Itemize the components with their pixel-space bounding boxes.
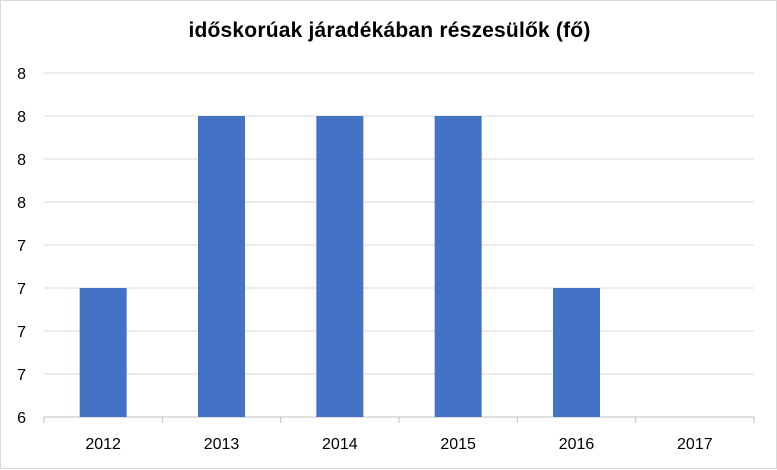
y-tick-label: 7 xyxy=(17,324,26,341)
chart-title: időskorúak járadékában részesülők (fő) xyxy=(188,19,591,42)
y-tick-label: 6 xyxy=(17,410,26,427)
bar-2012 xyxy=(79,288,127,417)
bar-2014 xyxy=(316,116,364,417)
y-tick-label: 8 xyxy=(17,195,26,212)
x-tick-label: 2014 xyxy=(322,436,358,453)
x-tick-label: 2017 xyxy=(677,436,713,453)
y-tick-label: 8 xyxy=(17,152,26,169)
y-tick-label: 8 xyxy=(17,109,26,126)
x-tick-label: 2013 xyxy=(204,436,240,453)
x-tick-label: 2016 xyxy=(559,436,595,453)
bar-2016 xyxy=(553,288,600,417)
bar-2013 xyxy=(198,116,245,417)
x-tick-label: 2015 xyxy=(440,436,476,453)
bar-2015 xyxy=(434,116,482,417)
x-tick-label: 2012 xyxy=(85,436,121,453)
y-tick-label: 7 xyxy=(17,238,26,255)
y-tick-label: 7 xyxy=(17,367,26,384)
y-tick-label: 8 xyxy=(17,66,26,83)
y-tick-label: 7 xyxy=(17,281,26,298)
